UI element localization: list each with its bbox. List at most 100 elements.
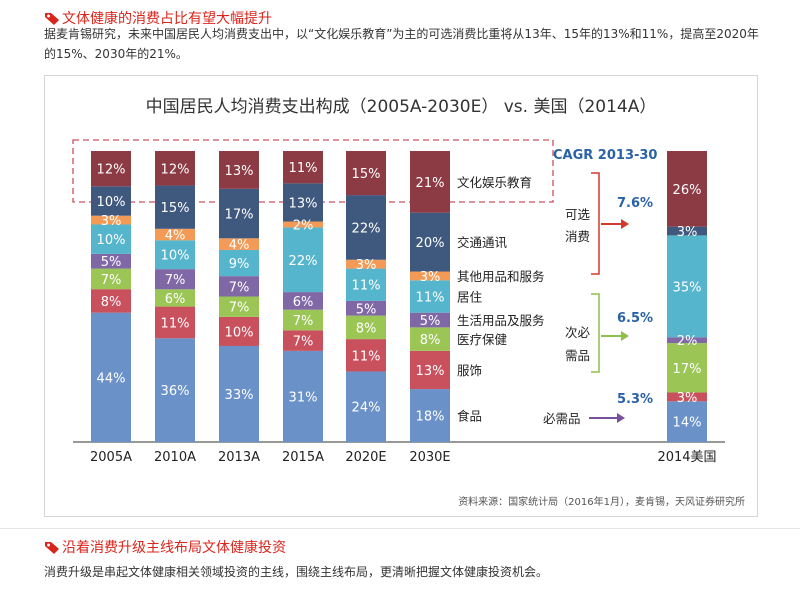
group-label: 必需品 xyxy=(543,411,581,426)
data-label: 2% xyxy=(677,334,698,349)
bar-segment xyxy=(91,312,131,442)
arrow-head-icon xyxy=(617,413,625,423)
bar-segment xyxy=(91,186,131,216)
bar-segment xyxy=(667,337,707,344)
data-label: 21% xyxy=(416,176,445,191)
legend-label: 服饰 xyxy=(457,363,482,378)
section1-heading: 文体健康的消费占比有望大幅提升 xyxy=(44,8,272,28)
bracket xyxy=(591,293,600,373)
data-label: 33% xyxy=(225,388,254,403)
data-label: 10% xyxy=(161,249,190,264)
bar-segment xyxy=(667,343,707,393)
data-label: 31% xyxy=(289,390,318,405)
bar-segment xyxy=(667,235,707,338)
data-label: 13% xyxy=(225,164,254,179)
bar-segment xyxy=(219,276,259,297)
data-label: 5% xyxy=(101,255,122,270)
bar-segment xyxy=(91,224,131,254)
chart-title: 中国居民人均消费支出构成（2005A-2030E） vs. 美国（2014A） xyxy=(146,97,657,117)
bar-segment xyxy=(346,259,386,269)
bar-segment xyxy=(219,249,259,277)
data-label: 3% xyxy=(101,214,122,229)
data-label: 4% xyxy=(229,238,250,253)
section1-title: 文体健康的消费占比有望大幅提升 xyxy=(62,11,272,27)
bar-segment xyxy=(410,350,450,390)
x-tick-label: 2005A xyxy=(90,450,132,465)
cagr-value: 5.3% xyxy=(617,392,653,407)
data-label: 20% xyxy=(416,236,445,251)
legend-label: 交通通讯 xyxy=(457,235,508,250)
data-label: 3% xyxy=(356,258,377,273)
group-label: 可选 xyxy=(565,207,591,222)
data-label: 11% xyxy=(416,291,445,306)
bar-segment xyxy=(346,268,386,301)
data-label: 5% xyxy=(356,302,377,317)
group-label: 次必 xyxy=(565,325,591,340)
data-label: 8% xyxy=(420,333,441,348)
bar-segment xyxy=(667,151,707,227)
bar-segment xyxy=(91,289,131,313)
data-label: 10% xyxy=(225,325,254,340)
bar-segment xyxy=(91,253,131,269)
legend-label: 医疗保健 xyxy=(457,332,508,347)
bar-segment xyxy=(283,221,323,228)
legend-label: 文化娱乐教育 xyxy=(457,175,532,190)
data-label: 13% xyxy=(289,196,318,211)
data-label: 8% xyxy=(356,321,377,336)
cagr-value: 6.5% xyxy=(617,311,653,326)
bar-segment xyxy=(283,309,323,331)
data-label: 7% xyxy=(293,335,314,350)
tag-icon xyxy=(45,542,59,554)
data-label: 11% xyxy=(352,279,381,294)
bar-segment xyxy=(155,338,195,442)
bar-segment xyxy=(283,292,323,310)
divider xyxy=(0,528,800,529)
arrow-head-icon xyxy=(621,219,629,229)
bar-segment xyxy=(283,330,323,351)
data-label: 12% xyxy=(97,163,126,178)
data-label: 7% xyxy=(229,301,250,316)
bar-segment xyxy=(219,316,259,346)
bar-segment xyxy=(667,392,707,402)
bar-segment xyxy=(410,389,450,442)
data-label: 5% xyxy=(420,314,441,329)
bar-segment xyxy=(346,371,386,442)
data-label: 15% xyxy=(352,167,381,182)
bar-segment xyxy=(283,350,323,442)
data-label: 8% xyxy=(101,295,122,310)
bar-segment xyxy=(155,240,195,270)
arrow-head-icon xyxy=(621,331,629,341)
cagr-title: CAGR 2013-30 xyxy=(553,148,657,163)
data-label: 22% xyxy=(289,254,318,269)
data-label: 44% xyxy=(97,371,126,386)
x-tick-label: 2014美国 xyxy=(657,450,716,465)
x-tick-label: 2020E xyxy=(345,450,386,465)
bar-segment xyxy=(155,185,195,229)
data-label: 3% xyxy=(677,391,698,406)
bar-segment xyxy=(346,315,386,340)
data-label: 7% xyxy=(293,314,314,329)
legend-label: 食品 xyxy=(457,409,482,424)
data-label: 4% xyxy=(165,229,186,244)
group-label: 需品 xyxy=(565,348,590,363)
bar-segment xyxy=(346,195,386,260)
data-label: 15% xyxy=(161,201,190,216)
data-label: 3% xyxy=(677,225,698,240)
data-label: 3% xyxy=(420,270,441,285)
bar-segment xyxy=(346,300,386,316)
legend-label: 其他用品和服务 xyxy=(457,269,545,284)
data-label: 22% xyxy=(352,221,381,236)
bar-segment xyxy=(410,212,450,272)
bar-segment xyxy=(346,339,386,372)
legend-label: 生活用品及服务 xyxy=(457,313,545,328)
bar-segment xyxy=(410,312,450,328)
bar-segment xyxy=(346,151,386,196)
data-label: 13% xyxy=(416,364,445,379)
bar-segment xyxy=(91,215,131,225)
x-tick-label: 2030E xyxy=(409,450,450,465)
data-label: 24% xyxy=(352,401,381,416)
data-label: 18% xyxy=(416,410,445,425)
data-label: 7% xyxy=(165,273,186,288)
bar-segment xyxy=(155,269,195,290)
data-label: 7% xyxy=(101,273,122,288)
